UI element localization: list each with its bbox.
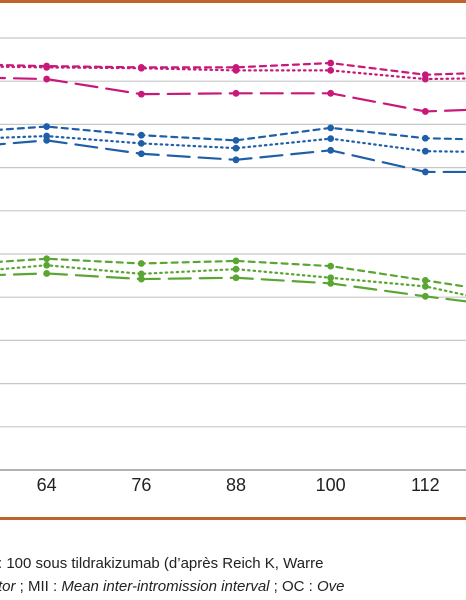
top-frame-rule (0, 0, 466, 3)
data-point-s5-1 (43, 136, 51, 144)
data-point-s5-3 (232, 156, 240, 164)
x-axis-tick-labels: 6476881001121 (37, 475, 440, 495)
data-point-s1-1 (43, 63, 51, 71)
series-line-4 (0, 134, 466, 153)
series-line-7 (0, 264, 466, 297)
data-point-s3-2 (137, 131, 145, 139)
data-point-s6-4 (327, 262, 335, 270)
data-point-s7-4 (327, 274, 335, 282)
data-point-s1-5 (421, 75, 429, 83)
data-point-s3-4 (327, 124, 335, 132)
data-points (43, 59, 429, 300)
x-tick-label: 112 (411, 475, 440, 495)
data-point-s0-4 (327, 59, 335, 67)
x-tick-label: 64 (37, 475, 57, 495)
data-point-s3-1 (43, 123, 51, 130)
series-line-3 (0, 125, 466, 142)
data-point-s2-5 (421, 108, 429, 115)
data-point-s8-4 (327, 279, 335, 287)
x-tick-label: 76 (131, 475, 151, 495)
series-group (0, 61, 466, 303)
data-point-s2-2 (137, 90, 145, 98)
data-point-s2-4 (327, 89, 335, 97)
x-tick-label: 100 (316, 475, 346, 495)
figure-caption-line-1: : 100 sous tildrakizumab (d’après Reich … (0, 555, 324, 572)
data-point-s3-5 (421, 134, 429, 142)
caption-part: tor (0, 578, 16, 595)
data-point-s4-4 (327, 135, 335, 143)
data-point-s4-3 (232, 144, 240, 152)
data-point-s8-2 (137, 275, 145, 283)
data-point-s1-4 (327, 67, 335, 74)
data-point-s7-5 (421, 283, 429, 290)
caption-part: ; OC : (269, 578, 318, 595)
data-point-s6-5 (421, 276, 429, 284)
data-point-s3-3 (232, 136, 240, 144)
data-point-s8-3 (232, 274, 240, 282)
line-chart: 6476881001121 (0, 37, 466, 495)
data-point-s6-3 (232, 257, 240, 265)
data-point-s1-3 (232, 67, 240, 74)
data-point-s7-3 (232, 265, 240, 273)
data-point-s5-4 (327, 146, 335, 154)
caption-part: ; MII : (15, 578, 62, 595)
data-point-s8-1 (43, 270, 51, 277)
data-point-s5-5 (421, 168, 429, 176)
grid-lines (0, 37, 466, 471)
data-point-s5-2 (137, 150, 145, 158)
data-point-s6-2 (137, 260, 145, 267)
figure-caption-line-2: tor ; MII : Mean inter-intromission inte… (0, 578, 345, 595)
data-point-s8-5 (421, 292, 429, 300)
data-point-s1-2 (137, 64, 145, 72)
data-point-s2-1 (43, 75, 51, 83)
data-point-s4-5 (421, 147, 429, 155)
caption-part: Mean inter-intromission interval (61, 578, 270, 595)
data-point-s6-1 (43, 255, 51, 263)
data-point-s4-2 (137, 140, 145, 147)
x-tick-label: 88 (226, 475, 246, 495)
data-point-s2-3 (232, 89, 240, 97)
data-point-s7-2 (137, 270, 145, 278)
caption-part: Ove (317, 578, 345, 595)
bottom-frame-rule (0, 517, 466, 520)
data-point-s7-1 (43, 261, 51, 269)
